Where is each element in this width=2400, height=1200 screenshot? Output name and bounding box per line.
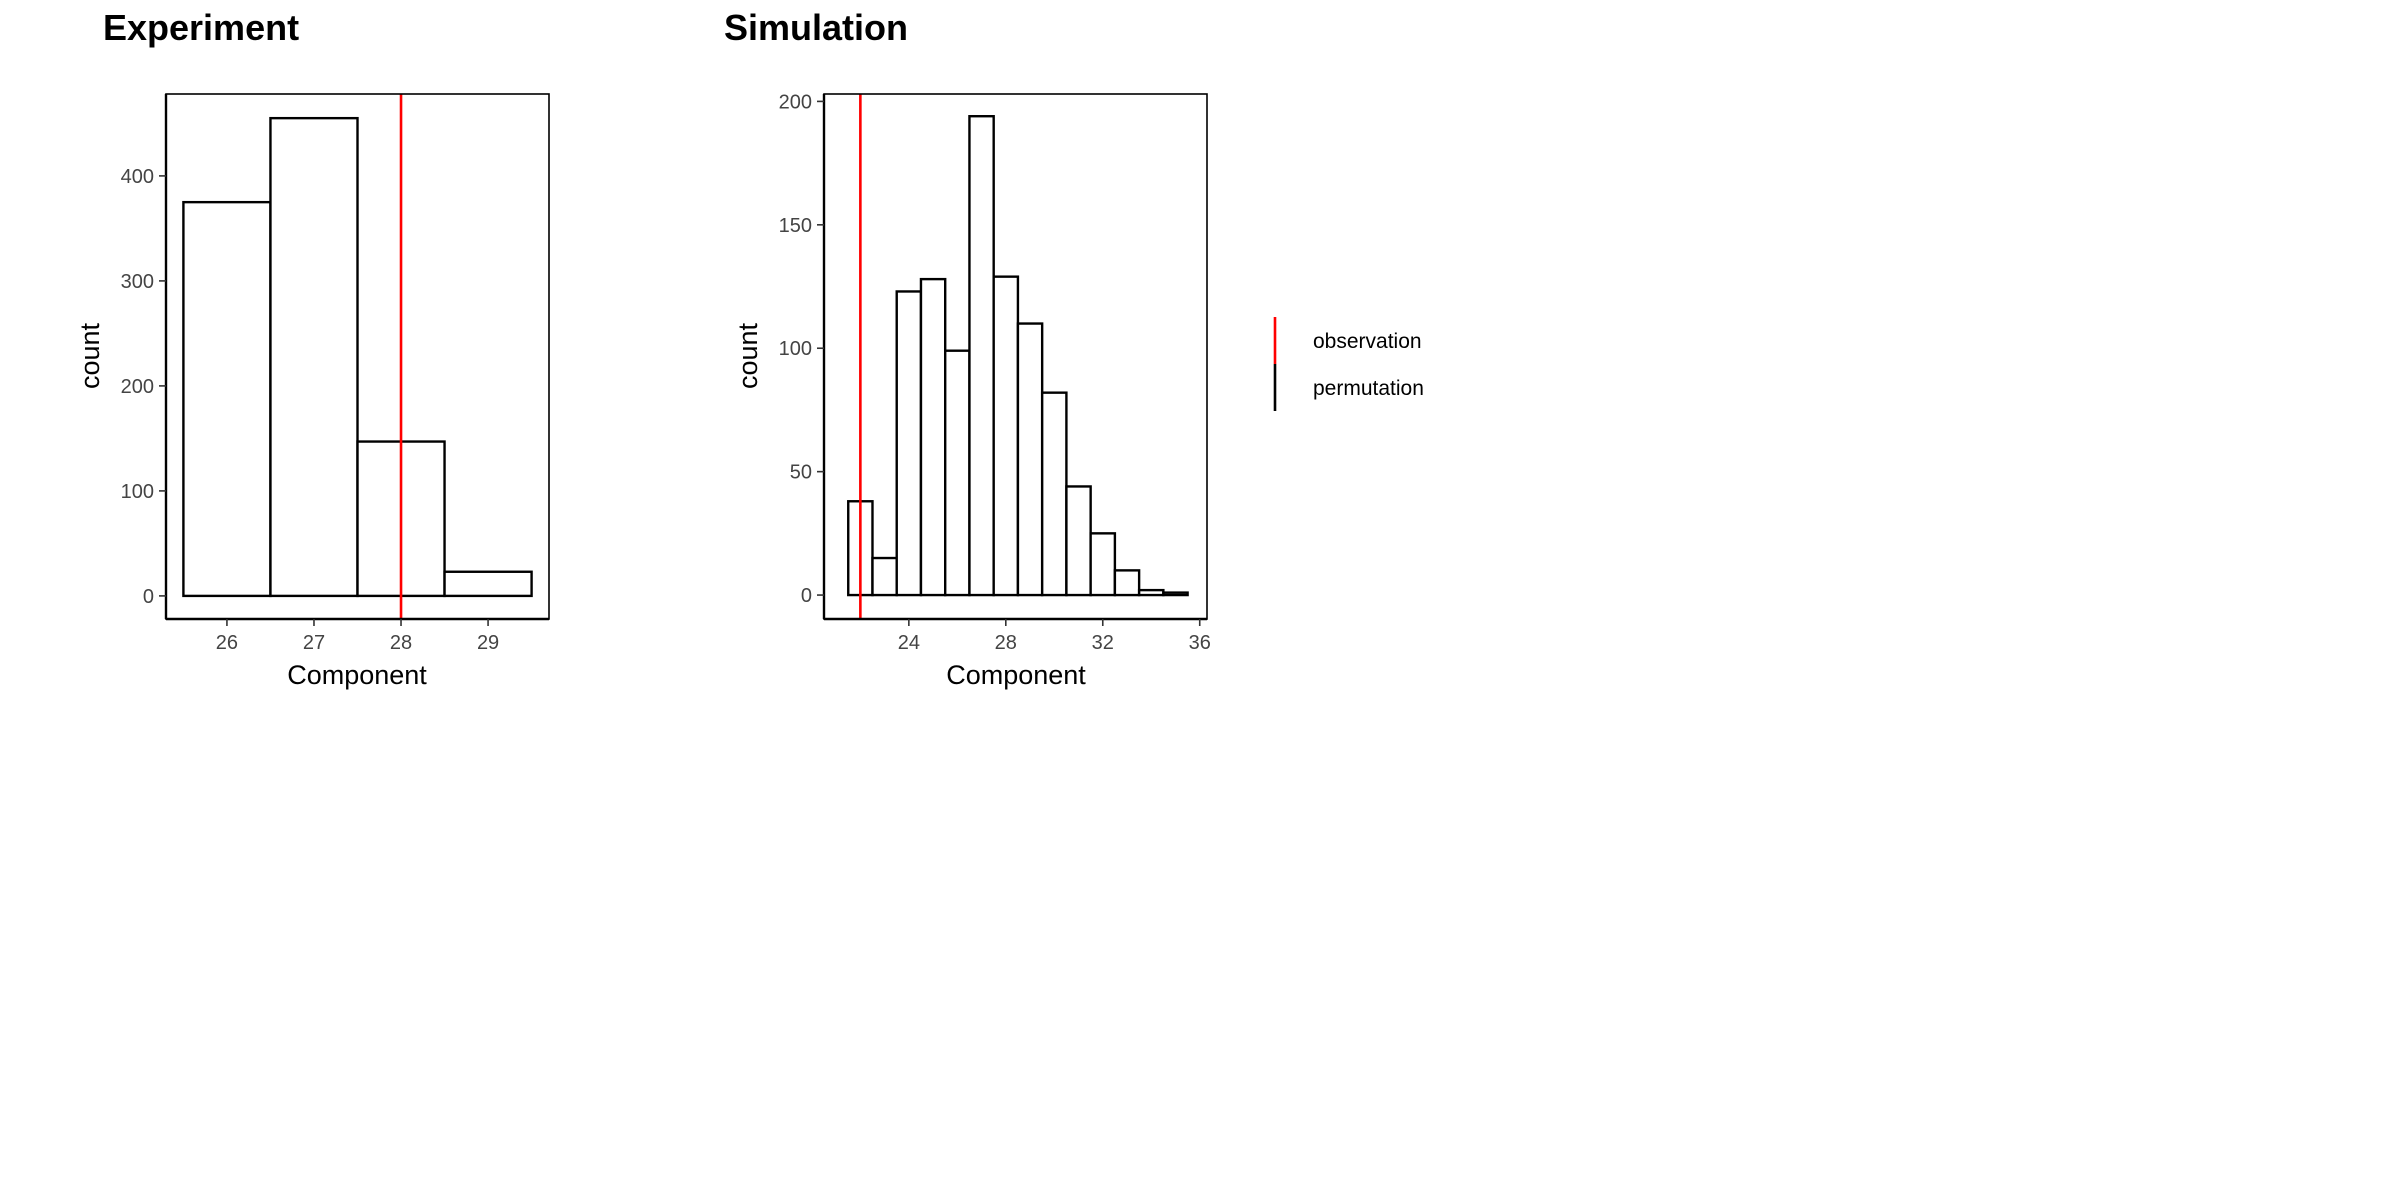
simulation-y-tick-label: 0 [801, 585, 812, 607]
simulation-plot-area: 24 28 32 36 0 50 100 150 200 [779, 91, 1211, 654]
experiment-y-axis-title: count [75, 322, 105, 389]
simulation-y-tick-label: 50 [790, 462, 812, 484]
simulation-histogram-bar [1113, 569, 1141, 597]
simulation-histogram-bar [944, 349, 971, 597]
legend: observation permutation [1273, 317, 1424, 411]
simulation-x-tick-label: 32 [1092, 632, 1114, 654]
simulation-y-tick-label: 150 [779, 215, 812, 237]
simulation-y-tick-label: 100 [779, 338, 812, 360]
experiment-y-tick-label: 100 [121, 481, 154, 503]
simulation-x-tick-label: 24 [898, 632, 920, 654]
simulation-x-axis-title: Component [946, 660, 1086, 690]
simulation-title: Simulation [724, 7, 908, 48]
experiment-panel: Experiment 26 27 28 29 0 100 200 300 400 Compone… [75, 7, 550, 690]
experiment-x-tick-label: 26 [216, 632, 238, 654]
experiment-plot-area: 26 27 28 29 0 100 200 300 400 [121, 93, 550, 654]
legend-label-permutation: permutation [1313, 377, 1424, 400]
simulation-histogram-bar [1040, 391, 1068, 597]
experiment-histogram-bar [269, 116, 359, 598]
simulation-histogram-bar [919, 277, 947, 597]
experiment-y-tick-label: 0 [143, 586, 154, 608]
experiment-x-tick-label: 28 [390, 632, 412, 654]
experiment-y-tick-label: 200 [121, 376, 154, 398]
experiment-x-tick-label: 29 [477, 632, 499, 654]
simulation-histogram-bar [871, 556, 898, 597]
figure: Experiment 26 27 28 29 0 100 200 300 400 Compone… [75, 7, 1424, 690]
legend-label-observation: observation [1313, 330, 1422, 353]
simulation-histogram-bar [1089, 532, 1117, 597]
simulation-histogram-bar [992, 275, 1020, 597]
simulation-histogram-bar [1065, 485, 1092, 597]
simulation-histogram-bar [1137, 588, 1165, 597]
simulation-histogram-bar [1016, 322, 1044, 597]
simulation-y-axis-title: count [733, 322, 763, 389]
experiment-histogram-bar [182, 200, 272, 598]
simulation-x-tick-label: 36 [1189, 632, 1211, 654]
experiment-x-tick-label: 27 [303, 632, 325, 654]
experiment-y-tick-label: 400 [121, 166, 154, 188]
experiment-y-tick-label: 300 [121, 271, 154, 293]
simulation-y-tick-label: 200 [779, 91, 812, 113]
simulation-panel: Simulation 24 28 32 36 0 50 100 150 200 Componen… [724, 7, 1211, 690]
experiment-x-axis-title: Component [287, 660, 427, 690]
experiment-title: Experiment [103, 7, 299, 48]
simulation-histogram-bar [895, 290, 923, 597]
experiment-histogram-bar [443, 570, 533, 598]
simulation-x-tick-label: 28 [995, 632, 1017, 654]
simulation-histogram-bar [1162, 591, 1189, 597]
simulation-histogram-bar [968, 115, 995, 597]
